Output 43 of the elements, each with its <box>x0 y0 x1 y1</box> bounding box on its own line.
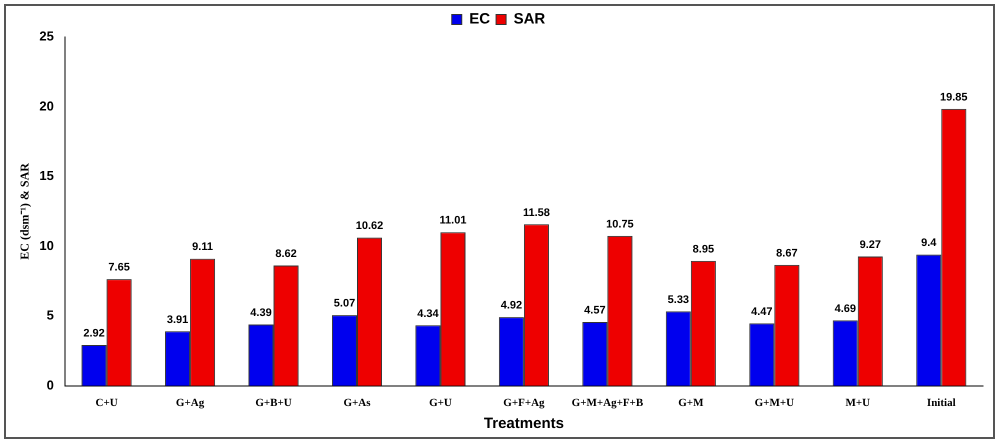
data-label: 4.47 <box>751 306 773 318</box>
y-axis-title: EC (dsm⁻¹) & SAR <box>17 162 32 260</box>
data-label: 19.85 <box>940 91 968 104</box>
data-label: 4.34 <box>417 308 440 320</box>
data-label: 5.33 <box>668 294 690 306</box>
x-tick-label: C+U <box>96 397 118 410</box>
legend-label: EC <box>469 10 490 28</box>
y-tick-label: 15 <box>39 168 54 184</box>
x-tick-label: G+M <box>678 397 704 410</box>
data-label: 4.92 <box>500 300 522 312</box>
data-label: 2.92 <box>83 328 105 340</box>
x-tick-label: Initial <box>926 397 956 410</box>
x-tick-label: G+F+Ag <box>503 397 546 410</box>
x-axis-title: Treatments <box>484 415 564 432</box>
x-tick-label: G+M+Ag+F+B <box>572 397 644 410</box>
data-label: 9.11 <box>192 241 213 254</box>
data-label: 4.39 <box>250 307 272 320</box>
y-tick-label: 25 <box>39 28 54 44</box>
data-label: 9.4 <box>921 237 938 250</box>
x-tick-label: M+U <box>845 397 870 410</box>
data-label: 4.69 <box>834 302 856 315</box>
legend-label: SAR <box>514 10 546 28</box>
data-label: 3.91 <box>166 314 188 326</box>
data-label: 10.62 <box>356 220 384 232</box>
data-label: 4.57 <box>584 304 606 317</box>
data-label: 7.65 <box>108 262 130 274</box>
data-label: 11.58 <box>522 206 550 219</box>
x-tick-label: G+As <box>343 397 372 410</box>
y-tick-label: 10 <box>39 238 54 253</box>
x-tick-label: G+B+U <box>255 397 292 410</box>
data-label: 5.07 <box>334 298 356 310</box>
data-label: 8.67 <box>776 247 798 260</box>
y-tick-label: 5 <box>46 308 54 323</box>
y-tick-label: 20 <box>39 98 54 114</box>
data-label: 9.27 <box>860 238 882 251</box>
x-tick-label: G+Ag <box>176 397 205 410</box>
x-tick-label: G+U <box>429 397 452 410</box>
data-label: 10.75 <box>606 218 634 230</box>
y-tick-label: 0 <box>46 377 54 392</box>
data-label: 11.01 <box>440 214 466 227</box>
x-tick-label: G+M+U <box>754 397 794 410</box>
data-label: 8.62 <box>275 248 297 260</box>
data-label: 8.95 <box>692 243 714 256</box>
